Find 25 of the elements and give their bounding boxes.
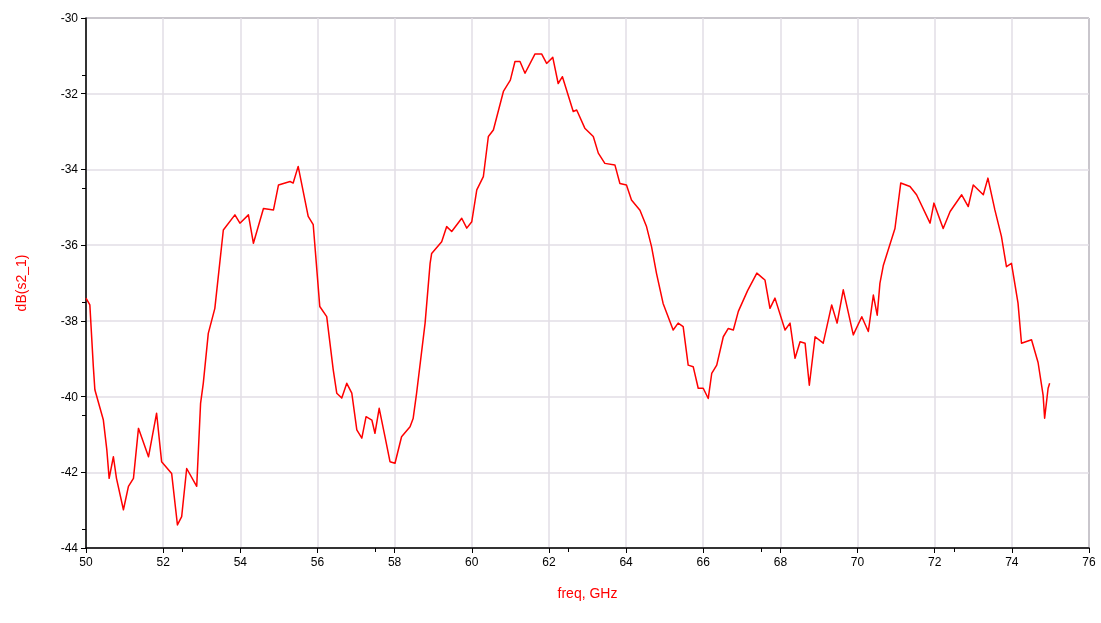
x-tick-label: 64 (619, 555, 634, 569)
y-tick-label: -30 (60, 11, 79, 25)
x-tick-label: 62 (542, 555, 556, 569)
y-tick-label: -40 (60, 389, 79, 404)
y-tick-label: -32 (60, 86, 79, 101)
x-tick-label: 68 (773, 555, 788, 569)
y-tick-label: -38 (60, 313, 79, 328)
x-tick-label: 50 (79, 555, 93, 569)
x-tick-label: 70 (850, 555, 865, 569)
x-tick-label: 74 (1005, 555, 1019, 569)
x-tick-label: 76 (1082, 555, 1096, 569)
x-tick-label: 52 (156, 555, 171, 569)
y-tick-label: -42 (60, 465, 79, 480)
line-series (85, 53, 1051, 526)
x-tick-label: 60 (465, 555, 479, 569)
y-tick-label: -36 (60, 238, 79, 253)
y-tick-label: -44 (60, 541, 79, 555)
x-tick-label: 58 (387, 555, 402, 569)
x-tick-label: 66 (696, 555, 711, 569)
y-axis-title: dB(s2_1) (13, 254, 29, 312)
x-axis-title: freq, GHz (557, 585, 618, 601)
y-tick-label: -34 (60, 162, 79, 177)
x-tick-label: 72 (928, 555, 942, 569)
x-tick-label: 56 (310, 555, 325, 569)
x-tick-label: 54 (233, 555, 248, 569)
